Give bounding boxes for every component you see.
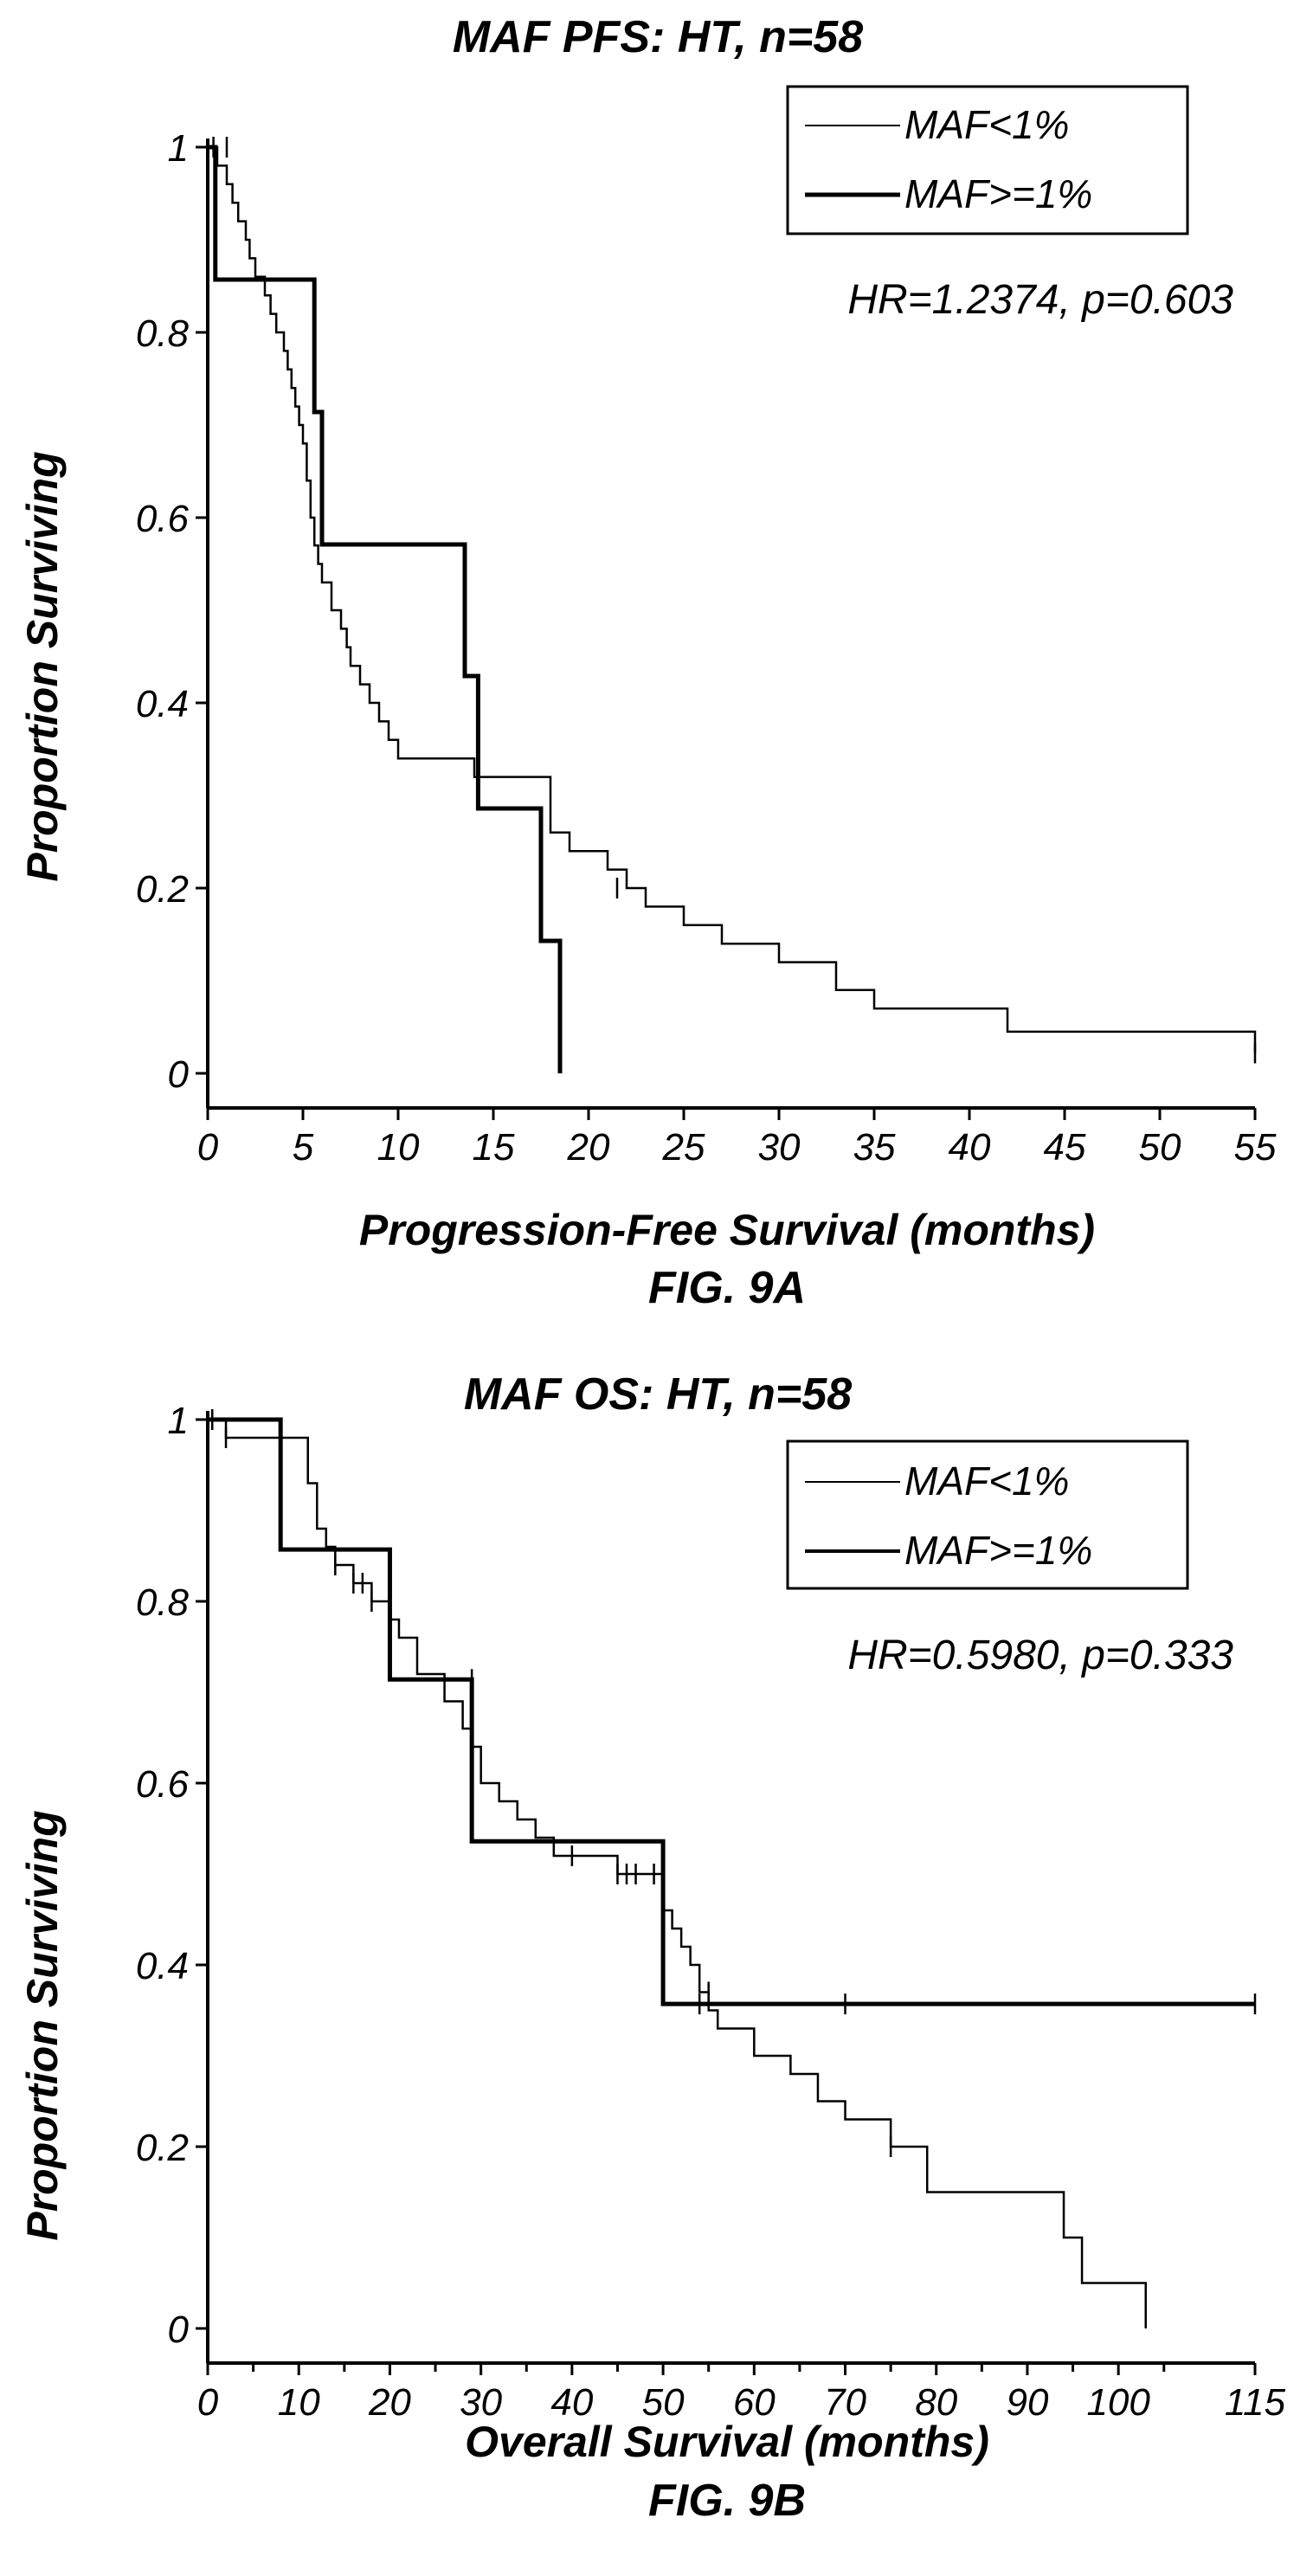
figure-caption-9a: FIG. 9A: [648, 1263, 806, 1313]
y-tick-label: 1: [168, 127, 189, 170]
x-tick-label: 30: [758, 1126, 801, 1169]
x-tick-label: 20: [368, 2381, 411, 2424]
legend-box-pfs: [786, 85, 1189, 235]
x-tick-label: 45: [1044, 1126, 1086, 1169]
x-tick-label: 50: [1139, 1126, 1181, 1169]
y-tick-label: 0.8: [136, 312, 190, 355]
legend-box-os: [786, 1439, 1189, 1590]
series-line-maf-ge-1-os: [208, 1417, 1255, 2006]
hazard-ratio-annotation-os: HR=0.5980, p=0.333: [847, 1633, 1233, 1678]
x-tick-label: 70: [824, 2381, 866, 2424]
x-tick-label: 60: [733, 2381, 776, 2424]
x-tick-label: 0: [197, 1126, 219, 1169]
series-group-os: [208, 1409, 1257, 2328]
y-tick-label: 0.2: [136, 868, 189, 911]
series-line-maf-ge-1-pfs: [208, 145, 563, 1073]
x-axis-pfs: 0 5 10 15 20 25 30 35 40 45 50 55: [197, 1108, 1277, 1169]
y-axis-os: 0 0.2 0.4 0.6 0.8 1: [136, 1400, 208, 2351]
x-axis-os: 0 10 20 30 40 50 60 70 80 90 100 115: [197, 2363, 1286, 2424]
legend-label-maf-ge-1-os: MAF>=1%: [904, 1528, 1092, 1573]
figure-caption-9b: FIG. 9B: [648, 2476, 806, 2526]
x-tick-label: 55: [1234, 1126, 1277, 1169]
y-axis-label-os: Proportion Surviving: [18, 1810, 67, 2240]
panel-os: MAF OS: HT, n=58 0 0.2 0.4 0.6 0.8 1 0 10 20 30 4…: [18, 1369, 1286, 2526]
panel-pfs: MAF PFS: HT, n=58 0 0.2 0.4 0.6 0.8 1 0 5 10 15 2…: [18, 12, 1277, 1313]
x-tick-label: 10: [377, 1126, 420, 1169]
legend-label-maf-ge-1-pfs: MAF>=1%: [904, 171, 1092, 216]
chart-title-pfs: MAF PFS: HT, n=58: [453, 12, 863, 62]
x-tick-label: 90: [1006, 2381, 1048, 2424]
x-tick-label: 100: [1086, 2381, 1150, 2424]
x-tick-label: 15: [473, 1126, 515, 1169]
hazard-ratio-annotation-pfs: HR=1.2374, p=0.603: [847, 277, 1233, 323]
y-tick-label: 0.4: [136, 1945, 189, 1987]
series-group-pfs: [208, 137, 1257, 1073]
y-tick-label: 0.2: [136, 2127, 189, 2169]
x-tick-label: 115: [1225, 2381, 1286, 2424]
x-tick-label: 10: [278, 2381, 320, 2424]
axes-os: [206, 1411, 1255, 2365]
x-tick-label: 40: [550, 2381, 593, 2424]
x-tick-label: 30: [460, 2381, 502, 2424]
x-tick-label: 0: [197, 2381, 219, 2424]
y-tick-label: 0.8: [136, 1581, 190, 1624]
legend-label-maf-lt-1-os: MAF<1%: [904, 1459, 1069, 1504]
legend-os: MAF<1% MAF>=1%: [786, 1439, 1189, 1590]
x-axis-label-os: Overall Survival (months): [465, 2418, 989, 2466]
y-tick-label: 0: [168, 1053, 190, 1096]
series-line-maf-lt-1-os: [208, 1418, 1147, 2328]
y-tick-label: 1: [168, 1400, 189, 1442]
x-tick-label: 25: [662, 1126, 705, 1169]
x-tick-label: 50: [642, 2381, 685, 2424]
legend-label-maf-lt-1-pfs: MAF<1%: [904, 102, 1069, 147]
axes-pfs: [206, 138, 1255, 1110]
y-tick-label: 0.4: [136, 683, 189, 725]
legend-pfs: MAF<1% MAF>=1%: [786, 85, 1189, 235]
y-tick-label: 0.6: [136, 498, 190, 540]
y-axis-pfs: 0 0.2 0.4 0.6 0.8 1: [136, 127, 208, 1096]
x-tick-label: 5: [293, 1126, 314, 1169]
x-axis-label-pfs: Progression-Free Survival (months): [359, 1206, 1095, 1254]
x-tick-label: 20: [567, 1126, 610, 1169]
y-tick-label: 0.6: [136, 1763, 190, 1806]
x-tick-label: 80: [915, 2381, 957, 2424]
y-axis-label-pfs: Proportion Surviving: [18, 451, 67, 881]
y-tick-label: 0: [168, 2309, 190, 2351]
x-tick-label: 35: [853, 1126, 896, 1169]
chart-title-os: MAF OS: HT, n=58: [464, 1369, 852, 1420]
x-tick-label: 40: [949, 1126, 991, 1169]
